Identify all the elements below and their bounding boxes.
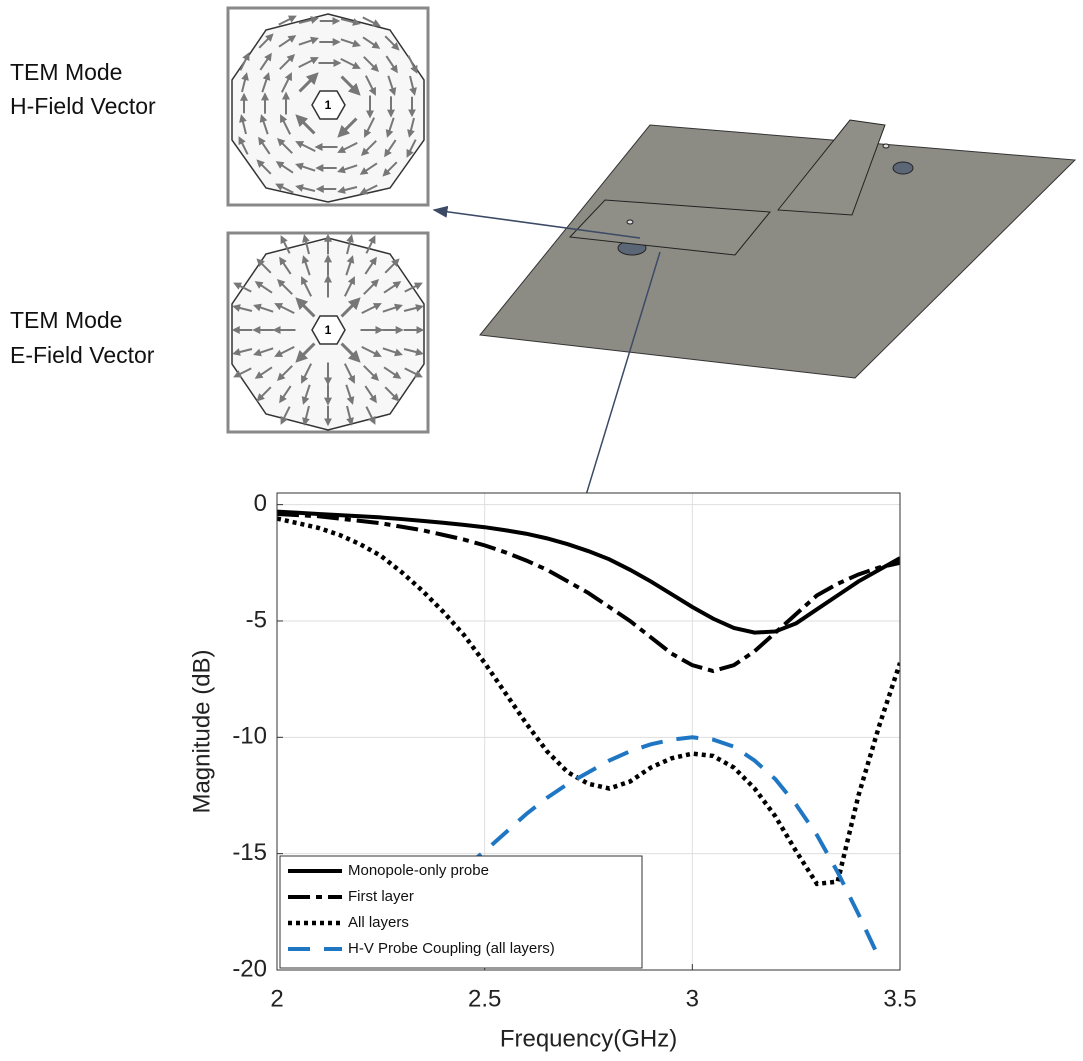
y-tick-label: -5 [246,606,267,633]
figure: TEM Mode H-Field Vector TEM Mode E-Field… [0,0,1083,1061]
y-tick-label: -15 [232,839,267,866]
probe-pin [627,220,633,224]
h-field-title: TEM Mode [10,59,122,85]
probe-pin [883,144,889,148]
probe-feed [893,162,913,174]
legend-label: H-V Probe Coupling (all layers) [348,940,555,957]
port-label: 1 [325,323,332,337]
h-field-title: H-Field Vector [10,93,156,119]
y-tick-label: 0 [254,490,267,517]
x-axis-label: Frequency(GHz) [500,1025,677,1052]
e-field-title: E-Field Vector [10,342,155,368]
probe-structure [480,120,1075,378]
h-field-panel: 1 [228,8,428,205]
ground-plane [480,125,1075,378]
e-field-panel: 1 [228,233,428,432]
y-tick-label: -10 [232,723,267,750]
x-tick-label: 2 [270,985,283,1012]
x-tick-label: 3.5 [883,985,916,1012]
x-tick-label: 3 [686,985,699,1012]
legend-label: First layer [348,888,414,905]
e-field-title: TEM Mode [10,307,122,333]
y-axis-label: Magnitude (dB) [188,649,215,813]
port-label: 1 [325,98,332,112]
y-tick-label: -20 [232,955,267,982]
legend-label: Monopole-only probe [348,862,489,879]
x-tick-label: 2.5 [468,985,501,1012]
legend-label: All layers [348,914,409,931]
plot: -20 -15 -10 -5 0 2 2.5 3 3.5 Frequency(GHz) Magnit… [188,490,916,1052]
